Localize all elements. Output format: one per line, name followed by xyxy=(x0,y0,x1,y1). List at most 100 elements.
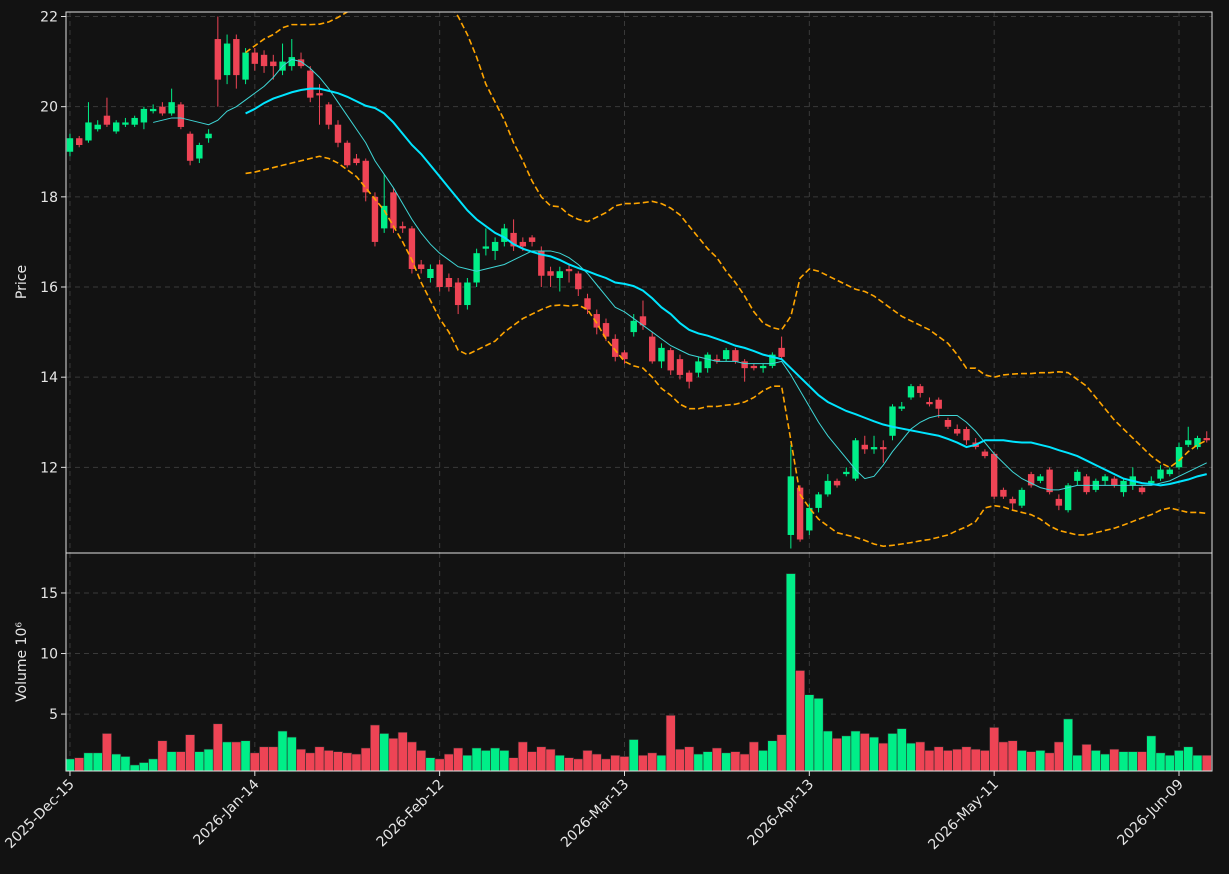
candle-body xyxy=(538,250,545,276)
candle-body xyxy=(796,487,804,540)
candle-body xyxy=(242,52,249,80)
volume-bar xyxy=(702,751,713,772)
candle-body xyxy=(630,320,637,333)
volume-bar xyxy=(259,746,269,772)
volume-bar xyxy=(813,698,824,772)
volume-bar xyxy=(1044,752,1055,772)
volume-bar xyxy=(554,754,565,772)
candle-body xyxy=(593,314,600,328)
candle-body xyxy=(112,122,120,132)
volume-bar xyxy=(970,748,981,772)
candle-body xyxy=(159,106,166,114)
candle-body xyxy=(1111,478,1118,486)
candle-body xyxy=(177,104,185,127)
y-tick-label: 18 xyxy=(40,190,58,206)
candle-body xyxy=(1037,476,1044,481)
volume-bar xyxy=(407,741,417,772)
candle-body xyxy=(380,205,388,229)
candle-body xyxy=(750,365,758,369)
volume-bar xyxy=(471,747,482,772)
candle-body xyxy=(427,268,434,278)
candle-body xyxy=(1148,480,1155,484)
volume-bar xyxy=(822,730,833,772)
candle-body xyxy=(963,429,970,441)
candle-body xyxy=(953,429,961,434)
candle-body xyxy=(649,336,656,362)
volume-bar xyxy=(721,752,732,772)
volume-bar xyxy=(342,752,353,772)
volume-bar xyxy=(480,750,491,772)
candle-body xyxy=(889,406,896,436)
volume-bar xyxy=(185,734,196,772)
y-axis-label: Price xyxy=(14,265,30,299)
candle-body xyxy=(334,124,342,143)
volume-bar xyxy=(249,752,260,772)
volume-bar xyxy=(138,762,149,772)
volume-bar xyxy=(878,742,889,772)
volume-bar xyxy=(1174,750,1184,772)
volume-bar xyxy=(240,740,251,772)
y-tick-label: 16 xyxy=(40,280,58,296)
indicator-line xyxy=(245,155,1207,548)
candle-body xyxy=(362,160,369,193)
y-tick-label: 12 xyxy=(40,460,58,476)
volume-bar xyxy=(111,753,122,772)
volume-bar xyxy=(591,753,602,772)
volume-frame xyxy=(65,552,1213,772)
candle-body xyxy=(288,57,295,67)
volume-bar xyxy=(157,740,168,772)
volume-bar xyxy=(915,741,926,772)
marks xyxy=(65,16,1212,772)
candle-body xyxy=(547,271,554,276)
candle-body xyxy=(602,323,610,337)
volume-bar xyxy=(628,739,639,772)
volume-bar xyxy=(1118,751,1129,772)
candle-body xyxy=(1120,480,1127,493)
indicator-lines xyxy=(153,12,1208,548)
candle-body xyxy=(353,158,360,164)
candle-body xyxy=(473,253,480,283)
candle-body xyxy=(307,70,314,98)
volume-bar xyxy=(370,724,380,772)
candle-body xyxy=(1185,440,1192,445)
candle-body xyxy=(584,298,591,310)
volume-bar xyxy=(952,748,963,772)
candle-body xyxy=(454,282,462,306)
volume-bar xyxy=(397,731,408,772)
volume-bar xyxy=(527,751,537,772)
candle-body xyxy=(390,192,397,229)
volume-bar xyxy=(490,747,501,772)
candle-body xyxy=(270,61,277,67)
candle-body xyxy=(205,133,212,139)
volume-bar xyxy=(1053,741,1064,772)
volume-bar xyxy=(804,694,815,772)
volume-bar xyxy=(434,758,445,772)
volume-bar xyxy=(638,754,648,772)
volume-bar xyxy=(961,746,972,772)
y-tick-label: 22 xyxy=(40,10,58,26)
candle-body xyxy=(482,246,490,249)
volume-bar xyxy=(748,741,759,772)
volume-bar xyxy=(148,758,159,772)
volume-bar xyxy=(231,741,242,772)
candle-body xyxy=(870,447,878,450)
candle-body xyxy=(990,453,998,497)
candle-body xyxy=(103,115,111,125)
volume-bar xyxy=(536,746,547,772)
volume-bar xyxy=(730,751,741,772)
candle-body xyxy=(528,237,536,242)
volume-bar xyxy=(351,753,362,772)
candle-body xyxy=(806,507,813,531)
candle-body xyxy=(880,447,887,450)
volume-bar xyxy=(268,746,279,772)
volume-bar xyxy=(92,752,103,772)
volume-bar xyxy=(675,748,685,772)
volume-bar xyxy=(785,573,796,772)
candle-body xyxy=(1175,447,1183,468)
candle-body xyxy=(149,108,157,112)
grid xyxy=(66,12,1212,771)
candle-body xyxy=(1083,476,1090,493)
volume-bar xyxy=(1109,748,1120,772)
volume-bar xyxy=(693,753,704,772)
volume-axis-label: Volume 10⁶ xyxy=(14,622,30,702)
